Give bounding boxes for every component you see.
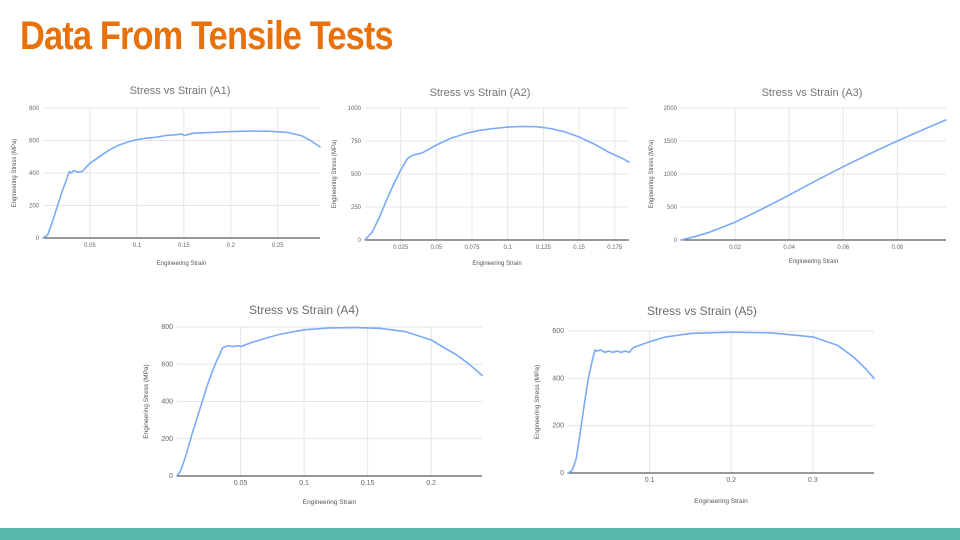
x-tick-label: 0.2 xyxy=(227,243,236,249)
chart-title: Stress vs Strain (A1) xyxy=(130,85,231,97)
x-tick-label: 0.2 xyxy=(726,477,736,484)
x-axis-label: Engineering Strain xyxy=(303,499,357,506)
series-line xyxy=(364,125,630,241)
x-tick-label: 0.075 xyxy=(465,245,481,251)
x-tick-label: 0.025 xyxy=(393,245,409,251)
y-tick-label: 1500 xyxy=(664,139,678,145)
y-axis-label: Engineering Stress (MPa) xyxy=(12,139,18,208)
y-tick-label: 200 xyxy=(161,436,173,443)
x-tick-label: 0.175 xyxy=(607,245,623,251)
x-tick-label: 0.1 xyxy=(133,243,142,249)
y-tick-label: 0 xyxy=(36,236,40,242)
y-axis-label: Engineering Stress (MPa) xyxy=(534,365,541,439)
x-axis-label: Engineering Strain xyxy=(694,498,748,505)
x-tick-label: 0.08 xyxy=(891,245,903,251)
y-tick-label: 0 xyxy=(358,238,362,244)
x-tick-label: 0.15 xyxy=(178,243,190,249)
y-tick-label: 400 xyxy=(161,399,173,406)
x-tick-label: 0.06 xyxy=(837,245,849,251)
series-line xyxy=(176,326,483,477)
y-tick-label: 1000 xyxy=(348,106,362,112)
y-tick-label: 2000 xyxy=(664,106,678,112)
x-tick-label: 0.15 xyxy=(573,245,585,251)
x-tick-label: 0.05 xyxy=(234,480,248,487)
x-tick-label: 0.05 xyxy=(84,243,96,249)
slide-title: Data From Tensile Tests xyxy=(20,14,394,58)
y-tick-label: 600 xyxy=(552,328,564,335)
y-tick-label: 500 xyxy=(667,205,678,211)
chart-title: Stress vs Strain (A2) xyxy=(430,87,531,99)
y-tick-label: 0 xyxy=(169,473,173,480)
x-axis-label: Engineering Strain xyxy=(157,261,206,267)
y-tick-label: 0 xyxy=(560,470,564,477)
x-axis-label: Engineering Strain xyxy=(789,259,838,265)
x-tick-label: 0.1 xyxy=(645,477,655,484)
x-tick-label: 0.04 xyxy=(783,245,795,251)
y-tick-label: 200 xyxy=(29,204,40,210)
y-tick-label: 600 xyxy=(161,361,173,368)
y-tick-label: 800 xyxy=(161,324,173,331)
x-axis-label: Engineering Strain xyxy=(472,261,521,267)
x-tick-label: 0.3 xyxy=(808,477,818,484)
x-tick-label: 0.2 xyxy=(426,480,436,487)
y-axis-label: Engineering Stress (MPa) xyxy=(649,140,655,209)
chart-a1: Stress vs Strain (A1) 0 200 400 600 800 0.05 0.… xyxy=(12,85,321,267)
x-tick-label: 0.15 xyxy=(361,480,375,487)
y-tick-label: 200 xyxy=(552,423,564,430)
y-tick-label: 250 xyxy=(351,205,362,211)
footer-accent-bar xyxy=(0,528,960,540)
x-tick-label: 0.05 xyxy=(431,245,443,251)
chart-title: Stress vs Strain (A5) xyxy=(647,304,757,318)
series-line xyxy=(42,130,321,239)
y-axis-label: Engineering Stress (MPa) xyxy=(143,364,150,438)
x-tick-label: 0.125 xyxy=(536,245,552,251)
x-tick-label: 0.1 xyxy=(299,480,309,487)
y-tick-label: 400 xyxy=(29,171,40,177)
x-tick-label: 0.02 xyxy=(729,245,741,251)
chart-a4: Stress vs Strain (A4) 0 200 400 600 800 0.05 0.… xyxy=(143,303,483,506)
chart-a5: Stress vs Strain (A5) 0 200 400 600 0.1 0.2 0.3… xyxy=(534,304,875,505)
chart-title: Stress vs Strain (A4) xyxy=(249,303,359,317)
chart-title: Stress vs Strain (A3) xyxy=(762,87,863,99)
series-line xyxy=(567,331,875,474)
y-tick-label: 800 xyxy=(29,106,40,112)
y-tick-label: 400 xyxy=(552,375,564,382)
x-tick-label: 0.25 xyxy=(272,243,284,249)
chart-a3: Stress vs Strain (A3) 0 500 1000 1500 2000 0.0… xyxy=(649,87,947,265)
y-tick-label: 750 xyxy=(351,139,362,145)
y-tick-label: 0 xyxy=(674,238,678,244)
y-tick-label: 1000 xyxy=(664,172,678,178)
y-axis-label: Engineering Stress (MPa) xyxy=(332,140,338,209)
chart-a2: Stress vs Strain (A2) 0 250 500 750 1000 0.025… xyxy=(332,87,630,267)
y-tick-label: 500 xyxy=(351,172,362,178)
x-tick-label: 0.1 xyxy=(504,245,513,251)
series-line xyxy=(680,119,947,241)
y-tick-label: 600 xyxy=(29,139,40,145)
